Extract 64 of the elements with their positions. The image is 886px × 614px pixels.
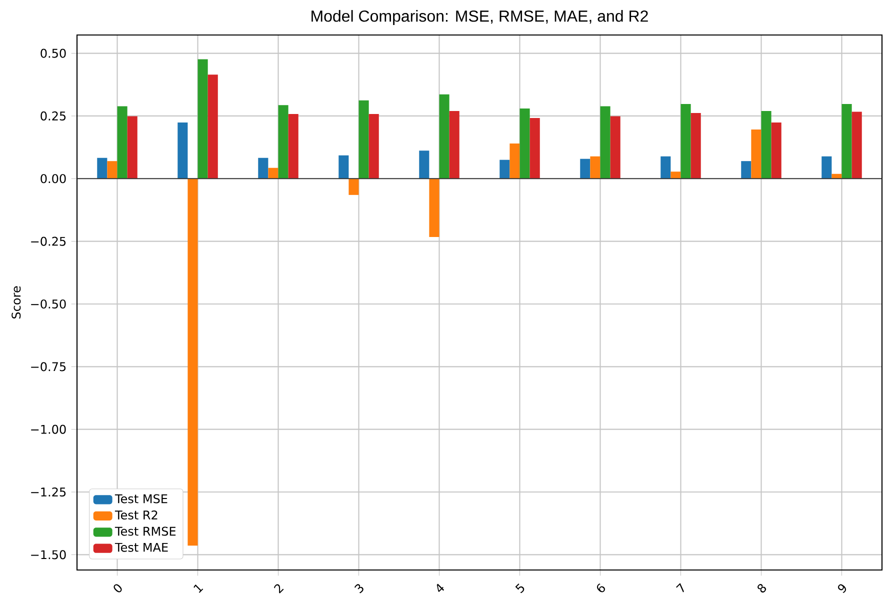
x-tick-label: 9 — [838, 584, 846, 593]
y-tick-label: −0.25 — [31, 236, 66, 246]
y-tick-label: −1.00 — [31, 424, 66, 434]
bar — [660, 156, 671, 179]
bar — [600, 106, 610, 179]
bar — [107, 161, 118, 179]
x-tick-label: 5 — [515, 584, 524, 594]
x-tick-label: 2 — [274, 584, 284, 594]
bar — [852, 112, 862, 179]
bar — [822, 156, 832, 179]
bar — [358, 100, 369, 179]
bar — [97, 158, 108, 179]
x-tick-label: 6 — [596, 584, 605, 592]
y-axis-title: Score — [12, 286, 21, 318]
bar — [258, 158, 268, 179]
bar — [510, 144, 520, 179]
y-tick-label: 0.00 — [40, 174, 66, 184]
bar — [429, 178, 440, 238]
bar — [208, 74, 218, 179]
x-tick-label: 1 — [194, 584, 204, 593]
x-tick-label: 0 — [114, 584, 122, 592]
bar — [338, 155, 349, 179]
bar — [751, 130, 762, 179]
bar — [117, 106, 128, 179]
bar — [590, 156, 600, 179]
bar — [610, 116, 620, 179]
x-tick-label: 3 — [354, 584, 364, 594]
y-tick-label: −0.75 — [31, 362, 66, 372]
y-tick-label: −1.25 — [31, 487, 66, 497]
legend-label: Test MAE — [114, 542, 168, 552]
bar — [500, 160, 510, 179]
bar — [268, 168, 278, 179]
bar — [368, 114, 379, 179]
legend-label: Test R2 — [114, 510, 158, 520]
bar — [178, 122, 188, 179]
x-tick-label: 8 — [758, 584, 766, 593]
bar — [127, 116, 138, 179]
y-tick-label: 0.25 — [40, 111, 66, 121]
bar — [842, 104, 852, 179]
bar — [761, 110, 772, 179]
bar — [680, 104, 691, 179]
bar — [690, 112, 701, 179]
bar — [348, 178, 359, 195]
bar — [741, 161, 752, 179]
chart-title: Model Comparison: MSE, RMSE, MAE, and R2 — [312, 10, 648, 25]
bar — [439, 94, 450, 179]
y-tick-label: −0.50 — [31, 299, 66, 309]
bar — [670, 172, 681, 179]
bar — [580, 158, 590, 179]
y-tick-label: 0.50 — [40, 48, 66, 58]
y-tick-label: −1.50 — [31, 550, 66, 560]
x-tick-label: 7 — [676, 583, 684, 592]
bar — [449, 110, 460, 179]
bar — [771, 122, 782, 179]
bar — [419, 150, 430, 179]
bar — [530, 118, 540, 179]
legend-label: Test RMSE — [114, 526, 176, 536]
bar — [288, 114, 298, 179]
legend-label: Test MSE — [114, 494, 168, 504]
x-tick-label: 4 — [436, 584, 444, 592]
bar — [520, 108, 530, 179]
bar — [188, 178, 198, 546]
bar — [198, 59, 208, 179]
bar — [278, 105, 288, 179]
